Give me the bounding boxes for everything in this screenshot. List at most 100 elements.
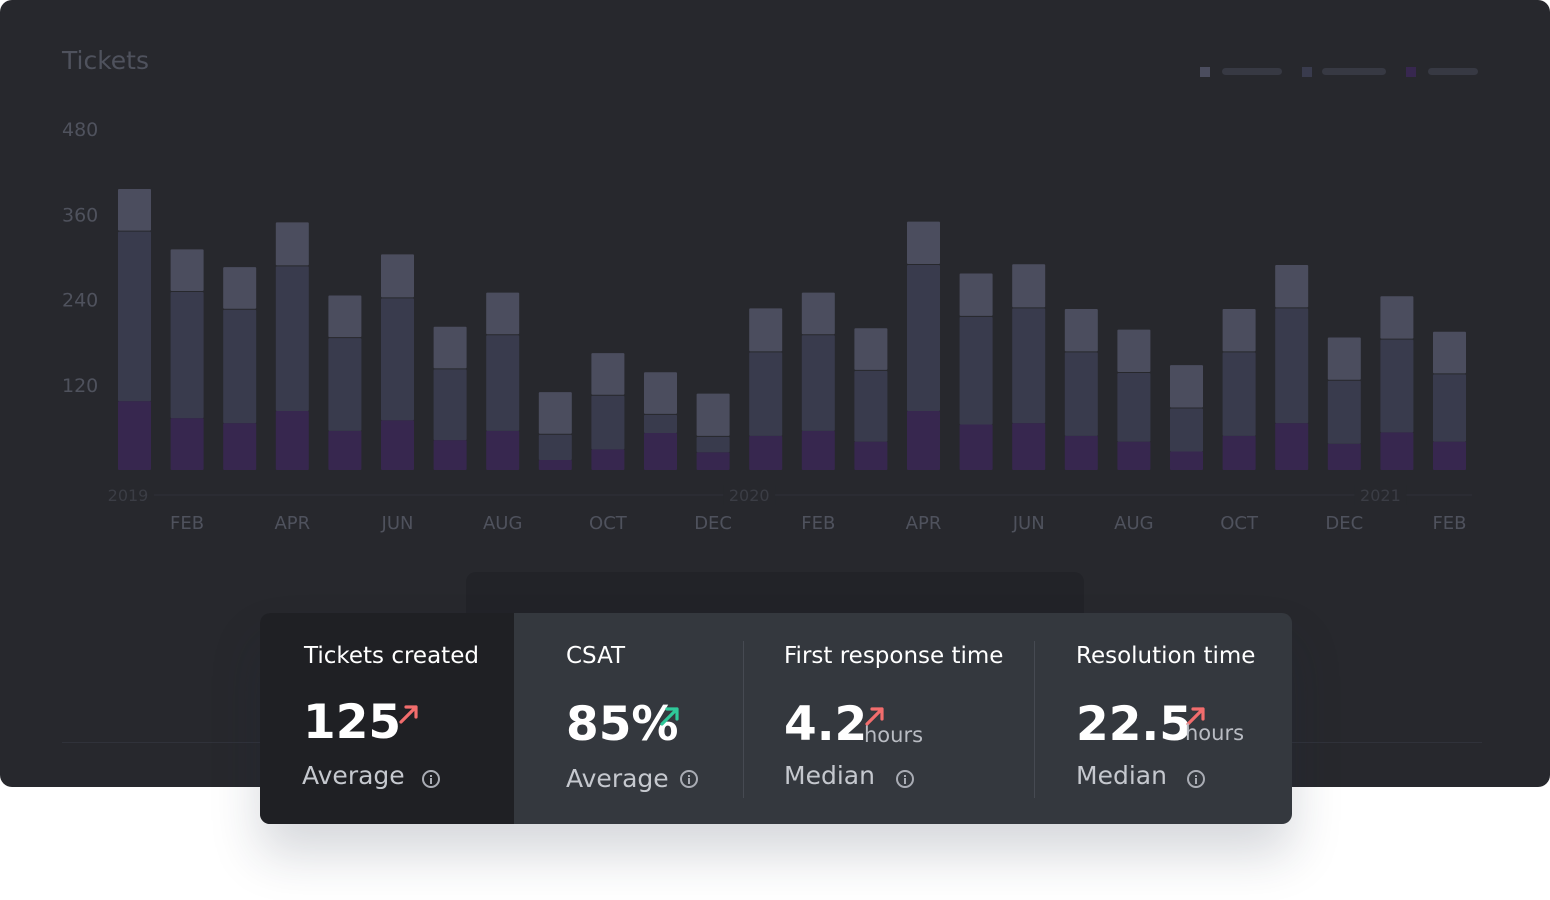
bar-segment[interactable] xyxy=(433,369,467,441)
chart-legend xyxy=(1200,64,1490,78)
bar-segment[interactable] xyxy=(486,335,520,431)
bar-segment[interactable] xyxy=(1170,365,1203,408)
bar-segment[interactable] xyxy=(328,430,362,470)
stat-aggregate: Average xyxy=(302,761,405,790)
bar-segment[interactable] xyxy=(1170,408,1203,452)
bar-segment[interactable] xyxy=(170,418,204,470)
bar-segment[interactable] xyxy=(591,395,625,450)
bar-segment[interactable] xyxy=(854,370,888,442)
bar-segment[interactable] xyxy=(1117,372,1151,442)
bar-segment[interactable] xyxy=(538,392,572,434)
bar-segment[interactable] xyxy=(1117,329,1151,372)
stat-value: 22.5 xyxy=(1076,697,1192,752)
bar-segment[interactable] xyxy=(696,452,730,470)
bar-segment[interactable] xyxy=(170,249,204,291)
bar-segment[interactable] xyxy=(433,326,467,369)
bar-segment[interactable] xyxy=(801,335,835,431)
legend-swatch xyxy=(1302,67,1312,77)
bar-segment[interactable] xyxy=(433,440,467,470)
bar-segment[interactable] xyxy=(1327,443,1361,470)
bar-segment[interactable] xyxy=(1275,264,1309,308)
bar-segment[interactable] xyxy=(959,316,993,425)
bar-segment[interactable] xyxy=(1380,296,1414,339)
info-icon[interactable] xyxy=(422,770,440,788)
bar-segment[interactable] xyxy=(381,420,414,470)
bar-segment[interactable] xyxy=(118,231,151,402)
bar-segment[interactable] xyxy=(696,436,730,453)
bar-segment[interactable] xyxy=(328,295,362,338)
bar-segment[interactable] xyxy=(854,441,888,470)
bar-segment[interactable] xyxy=(1012,423,1046,470)
bar-segment[interactable] xyxy=(275,411,309,470)
legend-item-series-1[interactable] xyxy=(1200,64,1286,78)
stat-first-response-time[interactable]: First response time 4.2 hours Median xyxy=(744,613,1034,824)
bar-segment[interactable] xyxy=(907,221,940,264)
bar-segment[interactable] xyxy=(1327,380,1361,444)
bar-segment[interactable] xyxy=(1064,352,1098,436)
bar-segment[interactable] xyxy=(1222,309,1256,352)
info-icon[interactable] xyxy=(680,770,698,788)
bar-segment[interactable] xyxy=(170,291,204,419)
bar-segment[interactable] xyxy=(1222,435,1256,470)
bar-segment[interactable] xyxy=(223,267,257,309)
tickets-bar-chart: 120 240 360 480 2019 2020 2021 FEB APR JUN AUG OCT D… xyxy=(62,119,1472,534)
bar-segment[interactable] xyxy=(1170,451,1203,470)
bar-segment[interactable] xyxy=(1064,309,1098,352)
bar-segment[interactable] xyxy=(486,430,520,470)
bar-segment[interactable] xyxy=(1064,435,1098,470)
bar-segment[interactable] xyxy=(381,298,414,421)
legend-item-series-3[interactable] xyxy=(1406,64,1490,78)
bar-segment[interactable] xyxy=(959,273,993,316)
bar-segment[interactable] xyxy=(644,414,677,434)
stat-aggregate: Average xyxy=(566,764,669,793)
bar-segment[interactable] xyxy=(907,264,940,412)
info-icon[interactable] xyxy=(896,770,914,788)
stat-tickets-created[interactable]: Tickets created 125 Average xyxy=(260,613,514,824)
bar-segment[interactable] xyxy=(907,411,940,470)
bar-segment[interactable] xyxy=(749,308,783,352)
bar-segment[interactable] xyxy=(801,292,835,335)
bar-segment[interactable] xyxy=(854,328,888,370)
bar-segment[interactable] xyxy=(591,449,625,470)
bar-segment[interactable] xyxy=(644,372,677,414)
stat-resolution-time[interactable]: Resolution time 22.5 hours Median xyxy=(1035,613,1292,824)
bar-segment[interactable] xyxy=(1275,423,1309,470)
bar-segment[interactable] xyxy=(1380,339,1414,433)
bar-segment[interactable] xyxy=(118,401,151,470)
bar-segment[interactable] xyxy=(538,434,572,461)
bar-segment[interactable] xyxy=(1117,441,1151,470)
stat-aggregate: Median xyxy=(1076,761,1167,790)
legend-swatch xyxy=(1406,67,1416,77)
bar-segment[interactable] xyxy=(381,254,414,298)
bar-segment[interactable] xyxy=(1275,308,1309,424)
y-tick-label: 120 xyxy=(62,375,98,397)
bar-segment[interactable] xyxy=(1433,374,1466,442)
bar-segment[interactable] xyxy=(696,393,730,436)
bar-segment[interactable] xyxy=(223,423,257,470)
bar-segment[interactable] xyxy=(328,338,362,431)
bar-segment[interactable] xyxy=(801,430,835,470)
bar-segment[interactable] xyxy=(538,460,572,470)
bar-segment[interactable] xyxy=(749,435,783,470)
bar-segment[interactable] xyxy=(1433,331,1466,374)
bar-segment[interactable] xyxy=(749,352,783,436)
bar-segment[interactable] xyxy=(275,266,309,412)
bar-segment[interactable] xyxy=(1380,432,1414,470)
bar-segment[interactable] xyxy=(1222,352,1256,436)
bar-segment[interactable] xyxy=(223,309,257,424)
bar-segment[interactable] xyxy=(1012,308,1046,424)
bar-segment[interactable] xyxy=(1433,441,1466,470)
legend-item-series-2[interactable] xyxy=(1302,64,1390,78)
info-icon[interactable] xyxy=(1187,770,1205,788)
stat-aggregate: Median xyxy=(784,761,875,790)
bar-segment[interactable] xyxy=(959,424,993,470)
bar-segment[interactable] xyxy=(1327,337,1361,380)
bar-segment[interactable] xyxy=(118,188,151,231)
bar-segment[interactable] xyxy=(591,353,625,395)
bar-segment[interactable] xyxy=(275,222,309,266)
bar-segment[interactable] xyxy=(1012,264,1046,308)
stat-csat[interactable]: CSAT 85% Average xyxy=(514,613,744,824)
bar-segment[interactable] xyxy=(644,433,677,470)
month-tick-label: APR xyxy=(906,513,942,534)
bar-segment[interactable] xyxy=(486,292,520,335)
